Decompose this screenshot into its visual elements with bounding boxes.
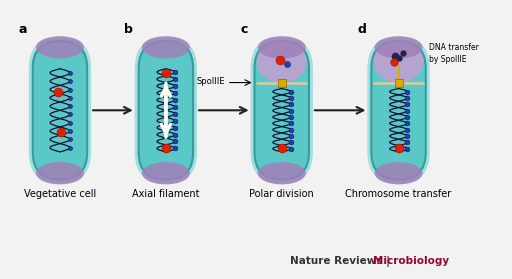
Text: Microbiology: Microbiology — [373, 256, 449, 266]
Text: d: d — [357, 23, 366, 36]
Text: Polar division: Polar division — [249, 189, 314, 199]
Ellipse shape — [258, 36, 306, 59]
Text: Axial filament: Axial filament — [132, 189, 200, 199]
FancyBboxPatch shape — [135, 37, 197, 184]
Text: Chromosome transfer: Chromosome transfer — [346, 189, 452, 199]
FancyBboxPatch shape — [371, 41, 426, 180]
Ellipse shape — [374, 41, 423, 83]
FancyBboxPatch shape — [368, 37, 430, 184]
Ellipse shape — [142, 162, 190, 184]
Text: DNA transfer
by SpoIIIE: DNA transfer by SpoIIIE — [429, 43, 479, 64]
Text: Nature Reviews |: Nature Reviews | — [290, 256, 393, 267]
FancyBboxPatch shape — [254, 41, 309, 180]
Ellipse shape — [258, 162, 306, 184]
Text: b: b — [124, 23, 133, 36]
Text: a: a — [18, 23, 27, 36]
Ellipse shape — [375, 162, 422, 184]
Ellipse shape — [36, 162, 84, 184]
FancyBboxPatch shape — [33, 41, 87, 180]
FancyBboxPatch shape — [139, 41, 193, 180]
Ellipse shape — [257, 41, 307, 83]
Ellipse shape — [375, 36, 422, 59]
Text: SpoIIIE: SpoIIIE — [196, 77, 225, 86]
Text: c: c — [241, 23, 248, 36]
Ellipse shape — [142, 36, 190, 59]
Text: Vegetative cell: Vegetative cell — [24, 189, 96, 199]
FancyBboxPatch shape — [29, 37, 91, 184]
FancyBboxPatch shape — [250, 37, 313, 184]
Ellipse shape — [36, 36, 84, 59]
